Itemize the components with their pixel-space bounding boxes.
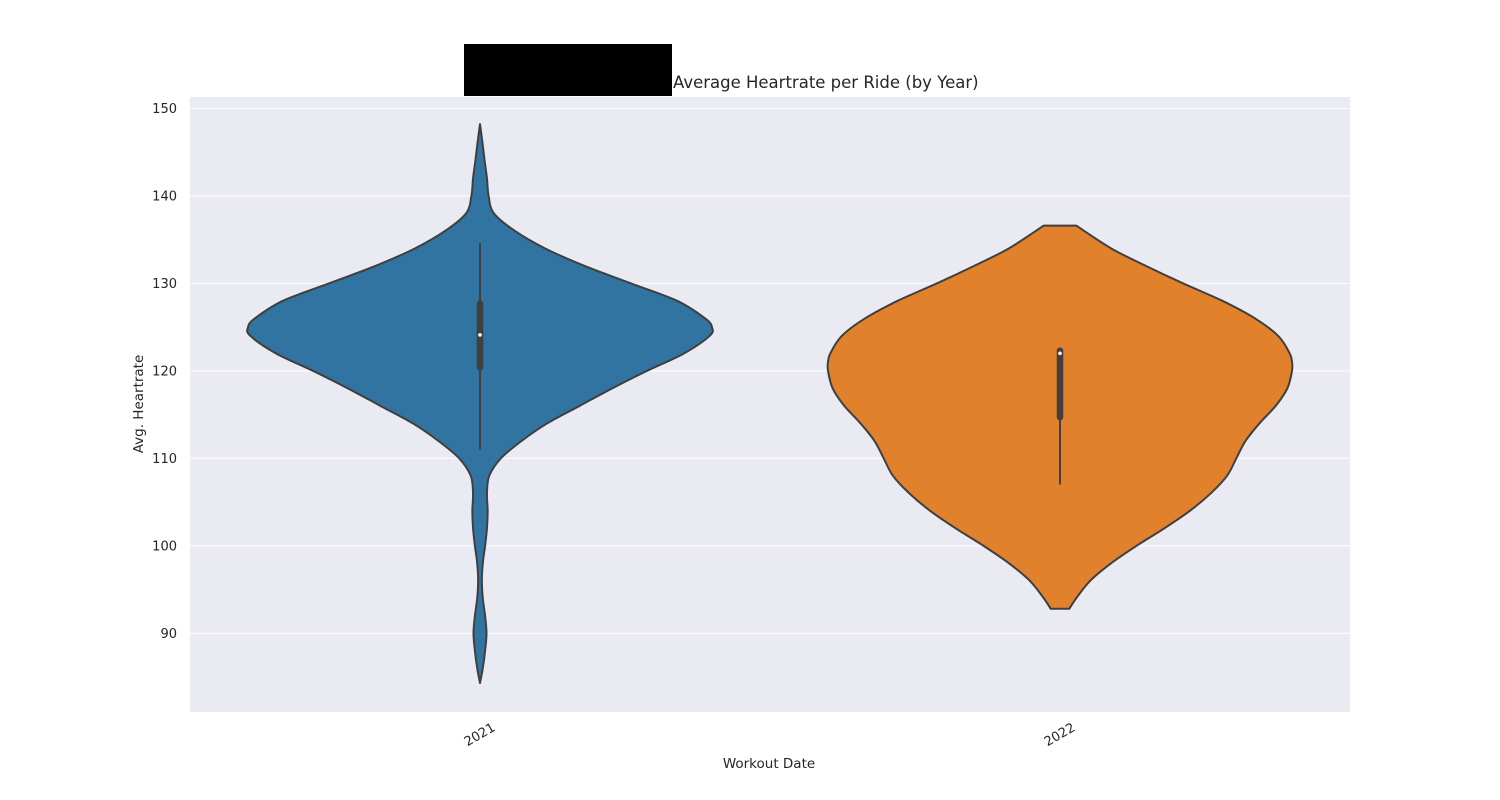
y-tick-label: 130	[152, 277, 177, 292]
y-tick-label: 90	[160, 627, 177, 642]
y-tick-label: 110	[152, 452, 177, 467]
redaction-box	[464, 44, 672, 96]
x-tick-label: 2021	[462, 720, 498, 750]
median-marker	[1058, 351, 1062, 356]
y-axis-label: Avg. Heartrate	[131, 355, 147, 454]
y-tick-label: 150	[152, 102, 177, 117]
violins	[246, 123, 1294, 685]
x-tick-label: 2022	[1042, 720, 1078, 750]
y-tick-label: 120	[152, 364, 177, 379]
violin-2021	[246, 123, 714, 685]
x-tick-labels: 2021 2022	[462, 720, 1078, 750]
y-tick-labels: 90 100 110 120 130 140 150	[152, 102, 177, 642]
x-axis-label: Workout Date	[723, 756, 815, 772]
median-marker	[478, 333, 482, 337]
violin-2022	[826, 224, 1294, 610]
chart-title: Average Heartrate per Ride (by Year)	[673, 73, 979, 92]
y-tick-label: 140	[152, 189, 177, 204]
y-tick-label: 100	[152, 539, 177, 554]
